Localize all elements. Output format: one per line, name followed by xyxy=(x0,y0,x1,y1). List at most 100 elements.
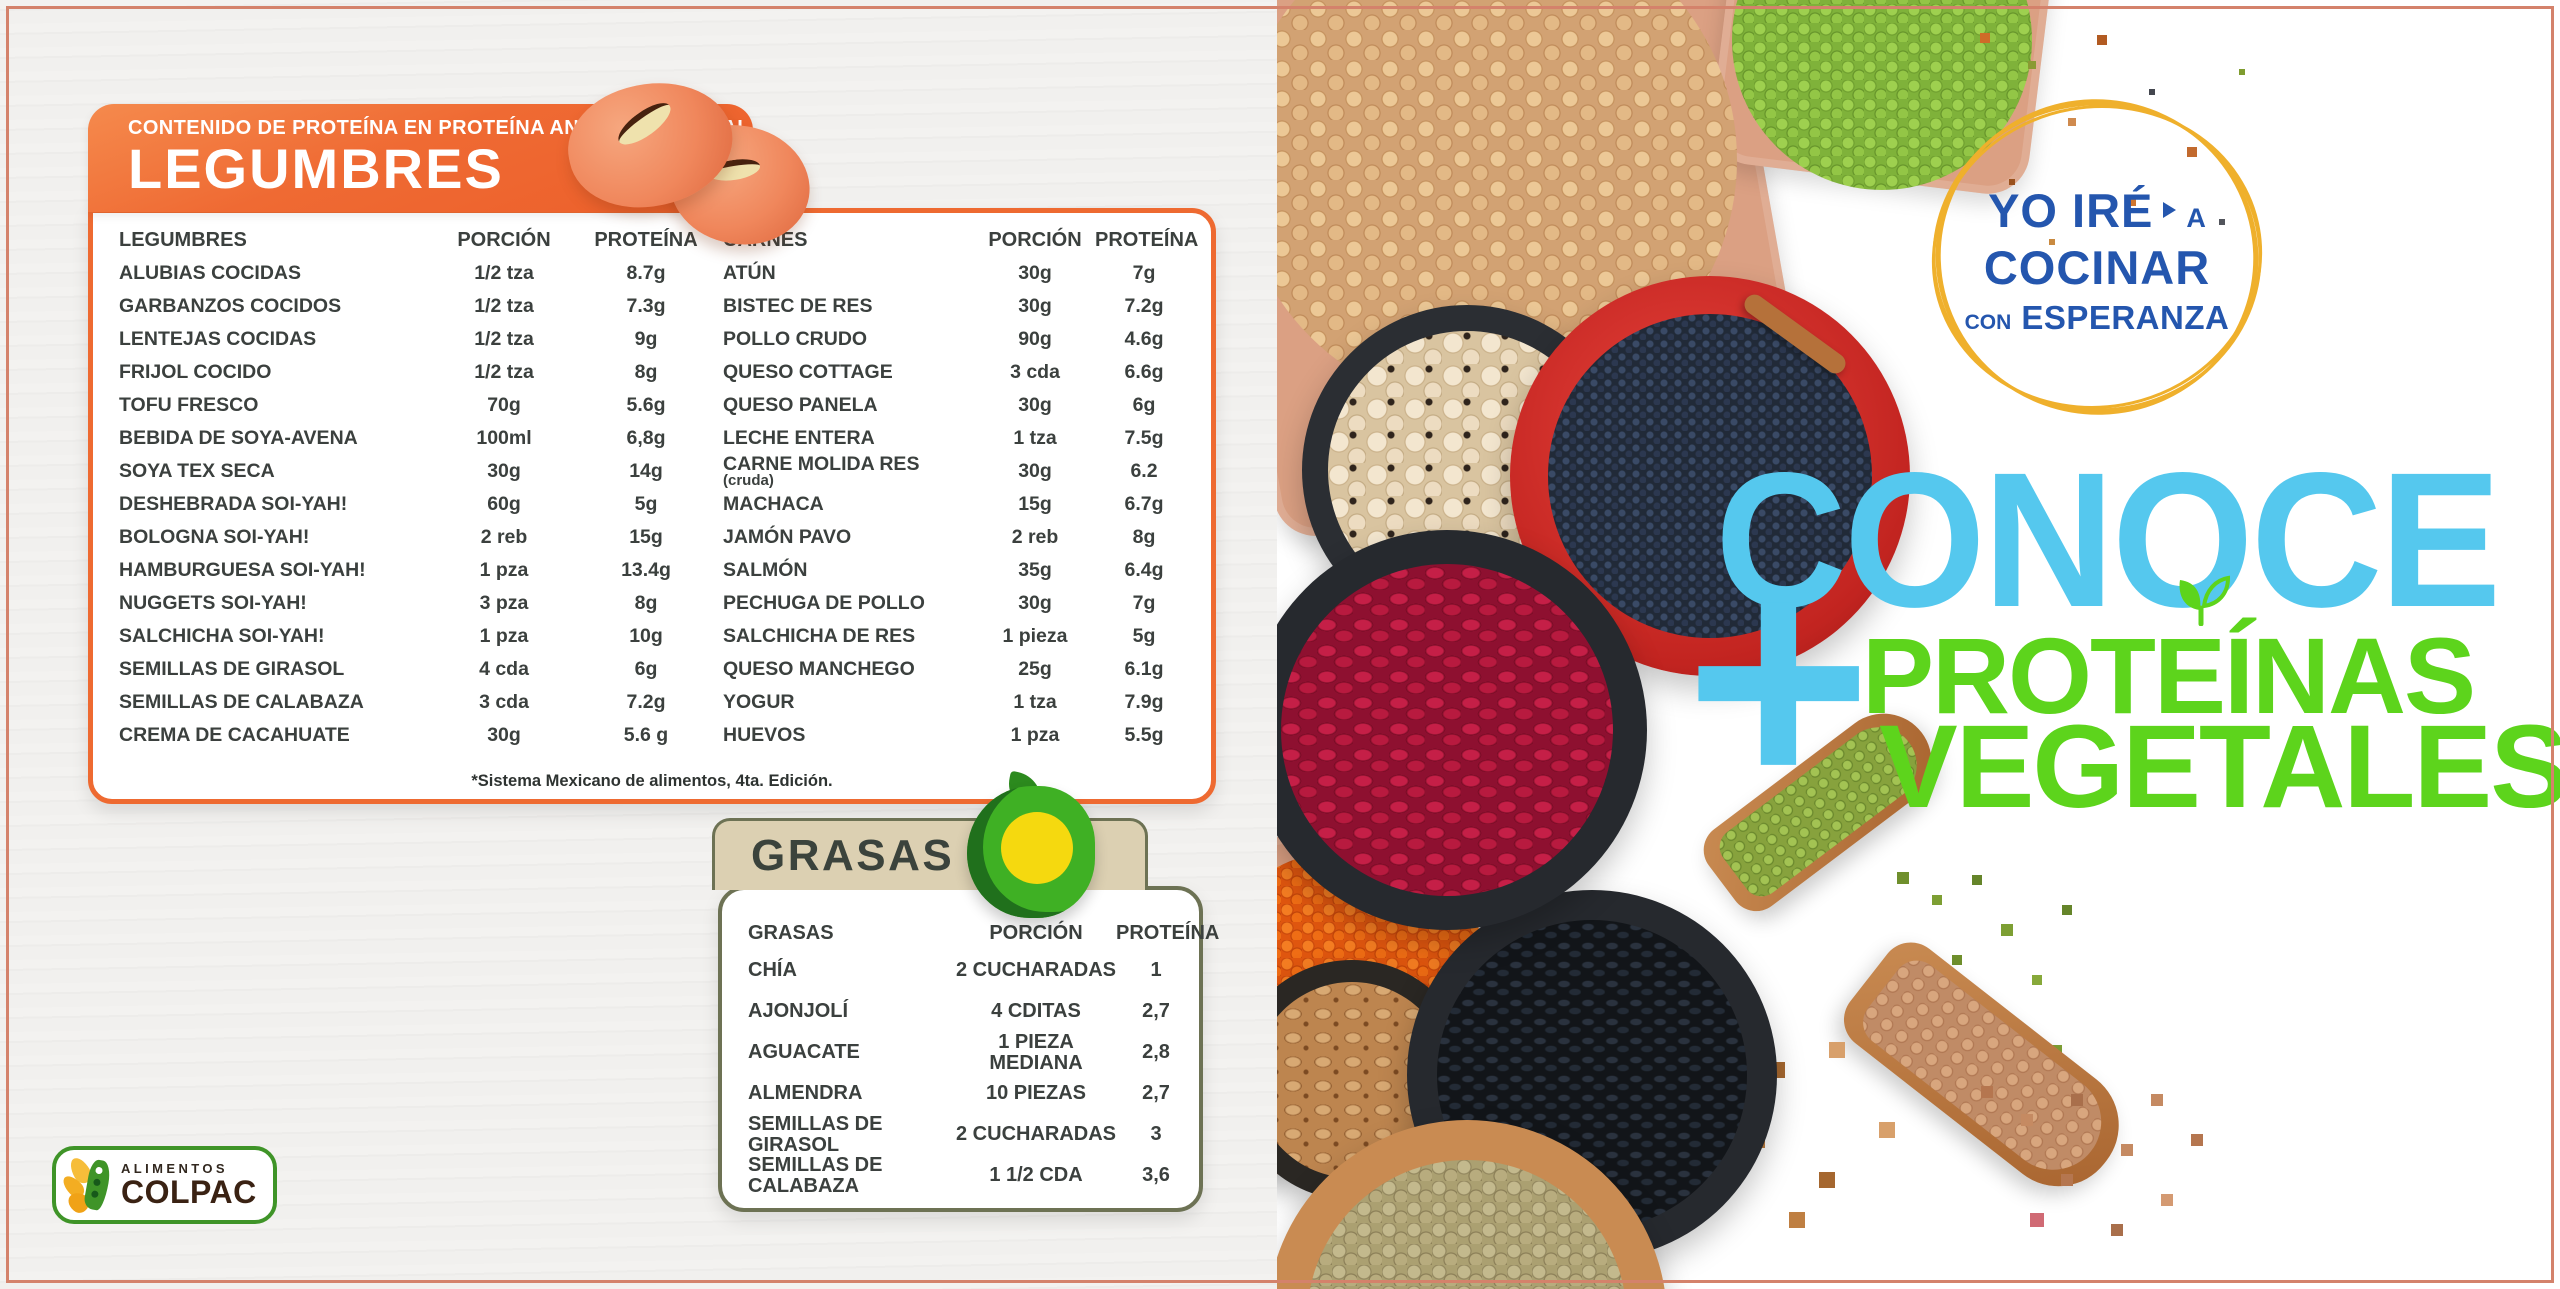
table-cell: 3,6 xyxy=(1142,1164,1170,1187)
table-cell: 7g xyxy=(1132,591,1156,614)
esperanza-badge: YO IRÉ A COCINAR CON ESPERANZA xyxy=(1922,85,2272,435)
table-row: NUGGETS SOI-YAH! 3 pza 8g xyxy=(119,587,713,620)
table-row: SALCHICHA SOI-YAH! 1 pza 10g xyxy=(119,620,713,653)
table-row: ATÚN 30g 7g xyxy=(723,257,1193,290)
colpac-logo: ALIMENTOS COLPAC xyxy=(52,1146,277,1224)
column-header: PROTEÍNA xyxy=(594,228,698,251)
headline-proteinas: PROTEÍNAS xyxy=(1862,615,2476,736)
kidney-beans xyxy=(1281,564,1613,896)
table-cell: HAMBURGUESA SOI-YAH! xyxy=(119,558,366,581)
table-cell: FRIJOL COCIDO xyxy=(119,360,272,383)
table-cell: 6,8g xyxy=(626,426,666,449)
table-cell: 30g xyxy=(1018,261,1052,284)
table-cell: 10g xyxy=(629,624,663,647)
table-cell: SEMILLAS DE CALABAZA xyxy=(119,690,364,713)
table-row: SALMÓN 35g 6.4g xyxy=(723,554,1193,587)
table-cell: 35g xyxy=(1018,558,1052,581)
table-cell: 30g xyxy=(1018,591,1052,614)
table-cell: 1 1/2 CDA xyxy=(989,1164,1083,1187)
table-cell: SEMILLAS DE CALABAZA xyxy=(748,1154,883,1197)
table-row: LENTEJAS COCIDAS 1/2 tza 9g xyxy=(119,323,713,356)
table-cell: 6.2 xyxy=(1130,459,1158,482)
table-cell: 5.6 g xyxy=(623,723,669,746)
table-cell: ALMENDRA xyxy=(748,1082,863,1105)
meats-table: CARNES PORCIÓN PROTEÍNA ATÚN30g7gBISTEC … xyxy=(723,223,1199,752)
table-cell: 7.5g xyxy=(1124,426,1164,449)
table-cell: NUGGETS SOI-YAH! xyxy=(119,591,307,614)
table-cell: 6.7g xyxy=(1124,492,1164,515)
table-cell: QUESO PANELA xyxy=(723,393,878,416)
table-row: CARNE MOLIDA RES (cruda) 30g 6.2 xyxy=(723,454,1193,488)
table-cell: 1 PIEZA MEDIANA xyxy=(989,1031,1083,1074)
table-cell: 2,7 xyxy=(1142,1000,1170,1023)
table-cell: SEMILLAS DE GIRASOL xyxy=(119,657,345,680)
table-cell: BISTEC DE RES xyxy=(723,294,873,317)
beans-icon xyxy=(540,68,819,255)
table-cell: 7g xyxy=(1132,261,1156,284)
table-cell: LENTEJAS COCIDAS xyxy=(119,327,317,350)
table-cell: 1 pza xyxy=(479,624,529,647)
headline-conoce: CONOCE xyxy=(1715,432,2501,647)
table-cell: 6.6g xyxy=(1124,360,1164,383)
legumes-table: LEGUMBRES PORCIÓN PROTEÍNA ALUBIAS COCID… xyxy=(119,223,713,752)
table-cell: ATÚN xyxy=(723,261,776,284)
badge-line-1: YO IRÉ A xyxy=(1988,187,2206,234)
legumbres-table-card: LEGUMBRES PORCIÓN PROTEÍNA ALUBIAS COCID… xyxy=(88,208,1216,804)
table-cell: 30g xyxy=(487,459,521,482)
table-cell: 2 reb xyxy=(1011,525,1059,548)
column-header: PROTEÍNA xyxy=(1095,228,1199,251)
badge-line-3: CON ESPERANZA xyxy=(1965,301,2230,334)
column-header: PORCIÓN xyxy=(457,228,551,251)
table-header-row: GRASAS PORCIÓN PROTEÍNA xyxy=(748,916,1219,950)
badge-text-a: A xyxy=(2186,202,2206,233)
table-row: SEMILLAS DE CALABAZA 1 1/2 CDA 3,6 xyxy=(748,1155,1181,1196)
table-cell: PECHUGA DE POLLO xyxy=(723,591,925,614)
avocado-pit xyxy=(1001,812,1073,884)
table-cell: 14g xyxy=(629,459,663,482)
table-row: CREMA DE CACAHUATE 30g 5.6 g xyxy=(119,719,713,752)
brand-name: COLPAC xyxy=(121,1174,257,1210)
green-lentils xyxy=(1307,1160,1627,1289)
table-row: QUESO COTTAGE 3 cda 6.6g xyxy=(723,356,1193,389)
table-cell: 1 pieza xyxy=(1002,624,1068,647)
table-row: FRIJOL COCIDO 1/2 tza 8g xyxy=(119,356,713,389)
table-row: ALMENDRA 10 PIEZAS 2,7 xyxy=(748,1073,1181,1114)
table-cell: 5g xyxy=(1132,624,1156,647)
wooden-scoop-lentils xyxy=(1831,930,2143,1210)
table-row: TOFU FRESCO 70g 5.6g xyxy=(119,389,713,422)
table-header-row: LEGUMBRES PORCIÓN PROTEÍNA xyxy=(119,223,713,257)
table-cell: JAMÓN PAVO xyxy=(723,525,852,548)
pod-dot xyxy=(94,1166,104,1175)
table-cell: 1/2 tza xyxy=(474,327,534,350)
table-row: LECHE ENTERA 1 tza 7.5g xyxy=(723,422,1193,455)
table-cell: POLLO CRUDO xyxy=(723,327,868,350)
table-cell: 4.6g xyxy=(1124,327,1164,350)
table-cell: 8g xyxy=(634,591,658,614)
table-cell: 5g xyxy=(634,492,658,515)
table-cell: AGUACATE xyxy=(748,1041,860,1064)
table-cell: 2 CUCHARADAS xyxy=(956,959,1117,982)
table-row: ALUBIAS COCIDAS 1/2 tza 8.7g xyxy=(119,257,713,290)
badge-text-cocinar: COCINAR xyxy=(1983,240,2211,294)
table-row: CHÍA 2 CUCHARADAS 1 xyxy=(748,950,1181,991)
card-title: LEGUMBRES xyxy=(128,137,504,200)
grasas-table-card: GRASAS PORCIÓN PROTEÍNA CHÍA 2 CUCHARADAS… xyxy=(718,886,1219,1212)
table-cell: 6.4g xyxy=(1124,558,1164,581)
table-cell: 6g xyxy=(1132,393,1156,416)
table-cell: 7.3g xyxy=(626,294,666,317)
table-cell: 30g xyxy=(1018,459,1052,482)
card-title: GRASAS xyxy=(751,830,955,880)
table-row: AGUACATE 1 PIEZA MEDIANA 2,8 xyxy=(748,1032,1181,1073)
legumbres-card: CONTENIDO DE PROTEÍNA EN PROTEÍNA ANIMAL… xyxy=(88,68,1216,804)
table-row: SOYA TEX SECA 30g 14g xyxy=(119,455,713,488)
badge-text-con: CON xyxy=(1964,310,2012,334)
table-cell: 10 PIEZAS xyxy=(985,1082,1087,1105)
table-cell: ALUBIAS COCIDAS xyxy=(119,261,302,284)
table-cell: AJONJOLÍ xyxy=(748,1000,849,1023)
table-cell: SALCHICHA SOI-YAH! xyxy=(119,624,325,647)
table-cell: 2,8 xyxy=(1142,1041,1170,1064)
pod-dot xyxy=(92,1178,102,1187)
table-row: QUESO PANELA 30g 6g xyxy=(723,389,1193,422)
table-row: POLLO CRUDO 90g 4.6g xyxy=(723,323,1193,356)
